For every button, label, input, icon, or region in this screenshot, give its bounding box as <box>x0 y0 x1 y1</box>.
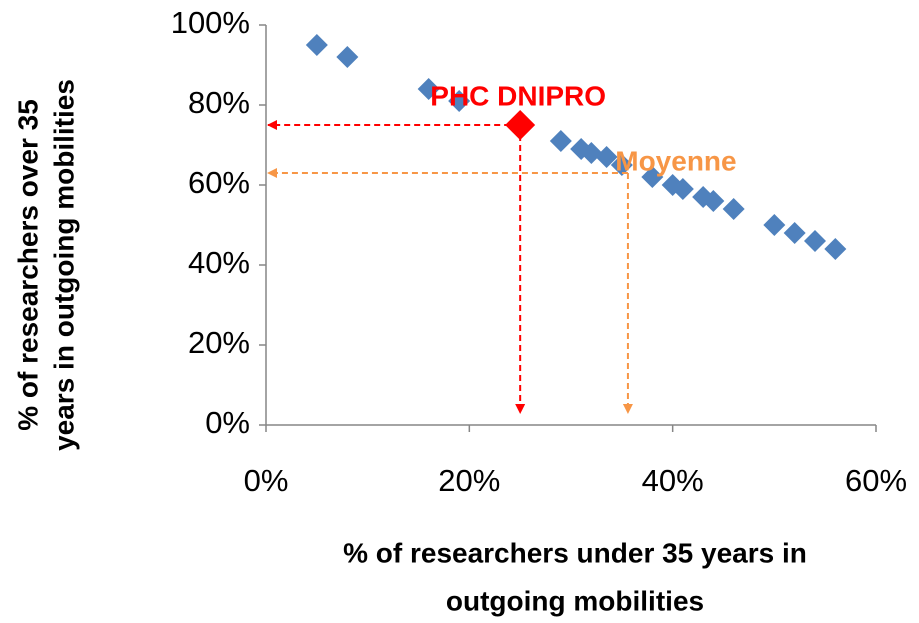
point <box>417 78 440 100</box>
x-axis-label: outgoing mobilities <box>446 585 704 616</box>
point <box>336 46 359 68</box>
x-tick-label: 40% <box>642 463 704 498</box>
point <box>305 34 328 56</box>
point <box>824 238 847 260</box>
point <box>595 146 618 168</box>
y-tick-label: 0% <box>205 405 250 440</box>
x-tick-label: 60% <box>845 463 907 498</box>
y-tick-label: 20% <box>188 325 250 360</box>
point <box>783 222 806 244</box>
point <box>722 198 745 220</box>
point <box>448 90 471 112</box>
y-tick-label: 80% <box>188 85 250 120</box>
point <box>804 230 826 252</box>
point <box>702 190 725 212</box>
point <box>549 130 572 152</box>
highlight-point <box>505 110 536 140</box>
point <box>763 214 786 236</box>
point <box>580 142 603 164</box>
point <box>641 166 664 188</box>
y-axis-label: % of researchers over 35 <box>12 99 43 431</box>
x-tick-label: 0% <box>244 463 289 498</box>
y-tick-label: 40% <box>188 245 250 280</box>
point <box>610 154 633 176</box>
y-tick-label: 60% <box>188 165 250 200</box>
y-tick-label: 100% <box>171 5 250 40</box>
annotation: PHC DNIPRO <box>430 80 606 111</box>
x-tick-label: 20% <box>438 463 500 498</box>
y-axis-label: years in outgoing mobilities <box>48 79 79 451</box>
point <box>671 178 694 200</box>
annotation: Moyenne <box>615 145 736 176</box>
x-axis-label: % of researchers under 35 years in <box>343 537 807 568</box>
